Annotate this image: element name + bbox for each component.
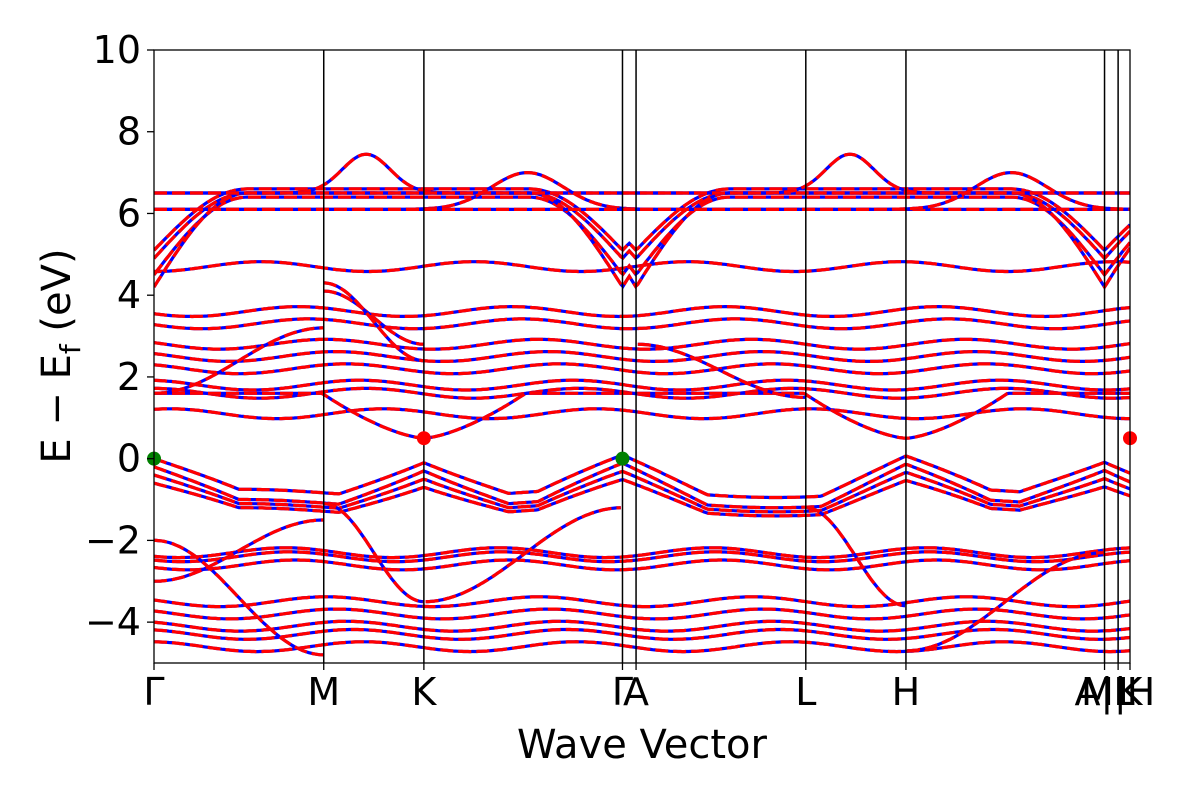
y-tick-label: 4: [117, 273, 141, 317]
band-line: [154, 640, 1130, 654]
band-line: [154, 595, 1130, 609]
bands-layer: [154, 152, 1130, 657]
x-tick-label: K: [411, 670, 437, 714]
x-axis-ticks: Γ M K ΓA L H A|LM|HK: [143, 663, 1155, 715]
band-line: [154, 453, 1130, 500]
y-tick-label: 6: [117, 191, 141, 235]
band-line: [154, 538, 324, 657]
extrema-markers: [147, 431, 1137, 466]
band-line: [154, 461, 1130, 510]
y-tick-label: 10: [93, 28, 141, 72]
band-line: [807, 506, 906, 608]
band-line: [154, 191, 1130, 261]
band-line: [154, 518, 324, 583]
y-axis-title-sub: f: [54, 343, 87, 354]
x-tick-label: A: [623, 670, 649, 714]
x-tick-label: Γ: [143, 670, 164, 714]
band-line: [154, 391, 1130, 440]
band-line: [154, 378, 1130, 392]
band-line: [323, 289, 424, 346]
band-line: [154, 362, 1130, 376]
band-line: [154, 337, 1130, 351]
band-line: [154, 152, 1130, 195]
band-line: [154, 619, 1130, 633]
band-line: [154, 558, 1130, 572]
band-line: [154, 550, 1130, 564]
x-tick-label: M: [307, 670, 340, 714]
y-tick-label: 2: [117, 355, 141, 399]
y-tick-label: −4: [85, 600, 141, 644]
y-axis-title: E − Ef (eV): [34, 248, 87, 463]
x-tick-label: M|H: [1081, 670, 1155, 715]
plot-frame: [153, 49, 1131, 664]
band-line: [154, 304, 1130, 319]
x-tick-label: L: [795, 670, 816, 714]
y-axis-title-main: E − E: [34, 354, 80, 464]
band-line: [637, 342, 806, 399]
band-line: [323, 281, 424, 363]
band-line: [154, 170, 1130, 211]
band-line: [154, 607, 1130, 621]
band-line: [154, 152, 1130, 195]
x-axis-title: Wave Vector: [517, 722, 768, 768]
band-line: [154, 191, 1130, 261]
x-tick-label: A|L: [1075, 670, 1135, 715]
band-line: [907, 551, 1105, 653]
y-tick-label: 8: [117, 110, 141, 154]
band-line: [154, 350, 1130, 363]
band-line: [154, 317, 1130, 331]
y-axis-title-unit: (eV): [34, 248, 80, 344]
band-line: [425, 506, 621, 604]
y-tick-label: −2: [85, 518, 141, 562]
band-extremum-marker: [615, 451, 630, 466]
y-tick-label: 0: [117, 437, 141, 481]
band-line: [154, 195, 1130, 278]
band-line: [154, 326, 324, 395]
band-line: [154, 191, 1130, 290]
x-tick-label: H: [892, 670, 921, 714]
band-line: [154, 152, 1130, 195]
band-extremum-marker: [416, 431, 431, 446]
band-line: [154, 191, 1130, 290]
x-tick-label: K: [1118, 670, 1144, 714]
kpoint-vertical-lines: [322, 50, 1119, 663]
y-axis-ticks: −4 −2 0 2 4 6 8 10: [85, 28, 154, 644]
band-line: [154, 407, 1130, 421]
band-line: [154, 469, 1130, 514]
x-tick-label: Γ: [612, 670, 633, 714]
band-line: [154, 391, 1130, 440]
band-line: [154, 152, 1130, 195]
band-line: [154, 477, 1130, 518]
band-line: [323, 502, 424, 604]
band-line: [154, 546, 1130, 560]
